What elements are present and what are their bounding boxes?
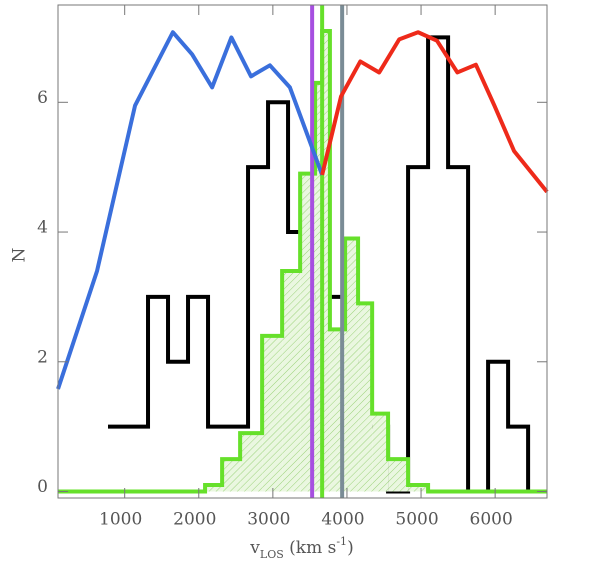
- line-series: [56, 30, 325, 390]
- y-tick-label: 4: [37, 218, 48, 238]
- x-tick-label: 1000: [99, 510, 142, 530]
- x-axis-label-part: ): [347, 538, 354, 558]
- hist-bar: [282, 270, 301, 492]
- x-axis-label-part: (km s: [284, 538, 337, 558]
- y-tick-label: 0: [37, 477, 48, 497]
- hist-bar: [240, 433, 263, 492]
- x-tick-label: 3000: [247, 510, 290, 530]
- hist-bar: [262, 335, 283, 492]
- line-series: [320, 30, 549, 194]
- x-tick-label: 2000: [173, 510, 216, 530]
- x-axis-label-part: v: [249, 538, 260, 558]
- y-axis-label: N: [10, 247, 30, 262]
- hist-bar: [222, 459, 241, 492]
- hist-bar: [345, 238, 359, 492]
- x-tick-label: 6000: [470, 510, 513, 530]
- hist-bar: [372, 413, 389, 492]
- hist-bar: [408, 485, 429, 492]
- x-axis-label-part: LOS: [260, 548, 284, 561]
- hist-bar: [205, 485, 223, 492]
- y-tick-label: 2: [37, 347, 48, 367]
- x-axis-label-part: -1: [336, 535, 347, 548]
- x-tick-label: 5000: [395, 510, 438, 530]
- y-tick-label: 6: [37, 88, 48, 108]
- plot-frame: [57, 4, 548, 499]
- hist-bar: [358, 303, 373, 492]
- hist-bar: [388, 459, 409, 492]
- x-tick-label: 4000: [321, 510, 364, 530]
- x-axis-label: vLOS (km s-1): [249, 535, 353, 561]
- hist-bar: [315, 82, 323, 492]
- hist-bar: [322, 30, 330, 492]
